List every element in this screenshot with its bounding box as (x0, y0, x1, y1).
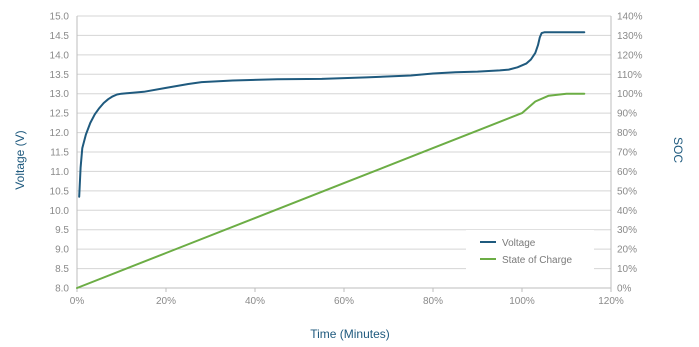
x-tick-label: 0% (70, 296, 85, 307)
legend-soc-label: State of Charge (502, 255, 572, 266)
y-left-tick-label: 10.5 (50, 186, 70, 197)
y-right-tick-label: 130% (617, 31, 643, 42)
y-right-tick-label: 40% (617, 206, 637, 217)
x-tick-label: 40% (245, 296, 265, 307)
y-left-tick-label: 9.0 (55, 245, 69, 256)
x-tick-label: 120% (598, 296, 624, 307)
y-left-tick-label: 8.0 (55, 284, 69, 295)
y-left-tick-label: 12.5 (50, 109, 70, 120)
y-left-tick-label: 13.5 (50, 70, 70, 81)
y-left-tick-label: 11.5 (50, 148, 69, 159)
y-axis-right-title: SOC (671, 137, 685, 163)
soc-series-line (76, 92, 586, 289)
y-left-tick-label: 14.0 (50, 50, 70, 61)
y-left-tick-label: 10.0 (50, 206, 70, 217)
y-left-tick-label: 14.5 (50, 31, 70, 42)
legend: Voltage State of Charge (466, 230, 594, 270)
series-lines (76, 31, 586, 289)
y-right-tick-label: 30% (617, 225, 637, 236)
right-axis-ticks: 0% 10% 20% 30% 40% 50% 60% 70% 80% 90% 100% 110% 120… (617, 12, 643, 295)
y-left-tick-label: 8.5 (55, 264, 69, 275)
y-right-tick-label: 20% (617, 245, 637, 256)
y-right-tick-label: 80% (617, 128, 637, 139)
y-right-tick-label: 10% (617, 264, 637, 275)
y-right-tick-label: 110% (617, 70, 642, 81)
y-right-tick-label: 140% (617, 12, 643, 23)
voltage-series-line (78, 31, 586, 198)
y-left-tick-label: 12.0 (50, 128, 70, 139)
left-axis-ticks: 8.0 8.5 9.0 9.5 10.0 10.5 11.0 11.5 12.0 12.5 13.0… (50, 12, 70, 295)
y-right-tick-label: 120% (617, 50, 643, 61)
y-right-tick-label: 0% (617, 284, 632, 295)
y-left-tick-label: 15.0 (50, 12, 70, 23)
x-tick-label: 80% (423, 296, 443, 307)
y-left-tick-label: 11.0 (50, 167, 69, 178)
x-axis-title: Time (Minutes) (310, 327, 390, 341)
y-right-tick-label: 50% (617, 186, 637, 197)
y-right-tick-label: 90% (617, 109, 637, 120)
x-axis-ticks: 0% 20% 40% 60% 80% 100% 120% (70, 288, 624, 307)
y-right-tick-label: 60% (617, 167, 637, 178)
x-tick-label: 60% (334, 296, 354, 307)
y-right-tick-label: 100% (617, 89, 643, 100)
y-axis-left-title: Voltage (V) (13, 130, 27, 189)
x-tick-label: 100% (509, 296, 535, 307)
y-left-tick-label: 9.5 (55, 225, 69, 236)
y-left-tick-label: 13.0 (50, 89, 70, 100)
legend-voltage-label: Voltage (502, 238, 536, 249)
x-tick-label: 20% (156, 296, 176, 307)
y-right-tick-label: 70% (617, 148, 637, 159)
legend-background (466, 230, 594, 270)
